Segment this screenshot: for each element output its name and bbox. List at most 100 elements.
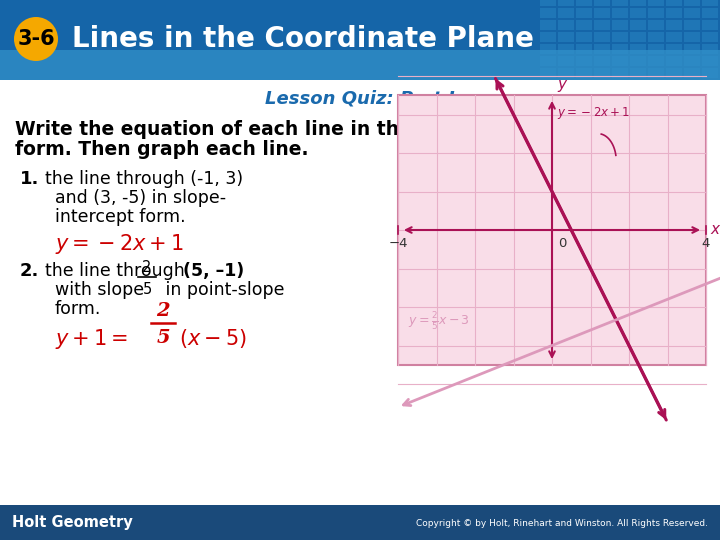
Bar — [666, 32, 682, 42]
Text: 5: 5 — [143, 282, 152, 297]
Bar — [702, 56, 718, 66]
Bar — [702, 32, 718, 42]
Text: $y = -2x + 1$: $y = -2x + 1$ — [557, 105, 630, 121]
Bar — [594, 68, 610, 78]
Text: form.: form. — [55, 300, 102, 318]
Bar — [630, 20, 646, 30]
Text: $(x - 5)$: $(x - 5)$ — [179, 327, 247, 350]
Bar — [612, 44, 628, 54]
Text: Copyright © by Holt, Rinehart and Winston. All Rights Reserved.: Copyright © by Holt, Rinehart and Winsto… — [416, 518, 708, 528]
Bar — [558, 68, 574, 78]
Bar — [540, 0, 556, 6]
Bar — [684, 32, 700, 42]
Bar — [648, 44, 664, 54]
Bar — [558, 0, 574, 6]
Bar — [684, 56, 700, 66]
Text: 5: 5 — [156, 329, 170, 347]
Bar — [594, 0, 610, 6]
Bar — [666, 8, 682, 18]
Text: 2.: 2. — [20, 262, 40, 280]
Bar — [558, 32, 574, 42]
Bar — [398, 95, 706, 365]
Bar — [0, 50, 720, 80]
Bar — [612, 0, 628, 6]
Bar — [666, 44, 682, 54]
Bar — [684, 20, 700, 30]
Text: (5, –1): (5, –1) — [183, 262, 244, 280]
Bar — [0, 50, 720, 505]
Text: 2: 2 — [156, 302, 170, 320]
Bar — [630, 68, 646, 78]
Bar — [684, 44, 700, 54]
Bar — [540, 32, 556, 42]
Bar — [612, 32, 628, 42]
Bar — [648, 8, 664, 18]
Bar — [594, 32, 610, 42]
Text: the line through: the line through — [45, 262, 190, 280]
Bar — [630, 44, 646, 54]
Bar — [648, 68, 664, 78]
Bar — [594, 56, 610, 66]
Bar — [594, 20, 610, 30]
Text: y: y — [557, 77, 566, 92]
Bar — [576, 32, 592, 42]
Bar — [612, 56, 628, 66]
Text: and (3, -5) in slope-: and (3, -5) in slope- — [55, 189, 226, 207]
Bar — [666, 68, 682, 78]
Text: with slope: with slope — [55, 281, 150, 299]
Bar — [702, 68, 718, 78]
Text: in point-slope: in point-slope — [160, 281, 284, 299]
Bar — [630, 8, 646, 18]
Bar — [0, 505, 720, 540]
Text: 1.: 1. — [20, 170, 40, 188]
Bar — [576, 56, 592, 66]
Text: Holt Geometry: Holt Geometry — [12, 516, 132, 530]
Text: the line through (-1, 3): the line through (-1, 3) — [45, 170, 243, 188]
Bar — [558, 44, 574, 54]
Bar — [648, 20, 664, 30]
Bar — [684, 68, 700, 78]
Text: $y = -2x + 1$: $y = -2x + 1$ — [55, 232, 184, 256]
Text: intercept form.: intercept form. — [55, 208, 186, 226]
Bar — [648, 56, 664, 66]
Bar — [594, 44, 610, 54]
Bar — [702, 0, 718, 6]
Bar — [576, 20, 592, 30]
Bar — [666, 20, 682, 30]
Text: $y + 1 =$: $y + 1 =$ — [55, 327, 128, 351]
Text: 4: 4 — [702, 237, 710, 250]
Bar — [648, 32, 664, 42]
Bar — [612, 20, 628, 30]
Bar — [648, 0, 664, 6]
Text: −4: −4 — [388, 237, 408, 250]
Text: 2: 2 — [143, 260, 152, 275]
Text: 0: 0 — [558, 237, 567, 250]
Bar — [576, 8, 592, 18]
Text: Write the equation of each line in the given: Write the equation of each line in the g… — [15, 120, 477, 139]
Bar — [540, 56, 556, 66]
Bar — [666, 0, 682, 6]
Bar — [576, 0, 592, 6]
Text: form. Then graph each line.: form. Then graph each line. — [15, 140, 308, 159]
Text: $y = \frac{2}{5}x - 3$: $y = \frac{2}{5}x - 3$ — [408, 310, 470, 332]
Bar — [558, 20, 574, 30]
Bar — [540, 20, 556, 30]
Bar — [540, 44, 556, 54]
Bar — [540, 8, 556, 18]
Text: x: x — [710, 222, 719, 238]
Text: Lesson Quiz: Part I: Lesson Quiz: Part I — [265, 89, 455, 107]
Bar — [684, 0, 700, 6]
Bar — [558, 8, 574, 18]
Bar — [558, 56, 574, 66]
Bar — [594, 8, 610, 18]
Bar — [0, 0, 720, 50]
Bar — [702, 44, 718, 54]
Bar — [666, 56, 682, 66]
Bar — [702, 20, 718, 30]
Bar — [576, 68, 592, 78]
Bar — [702, 8, 718, 18]
Bar — [630, 0, 646, 6]
Bar — [540, 68, 556, 78]
Bar — [684, 8, 700, 18]
Bar — [576, 44, 592, 54]
